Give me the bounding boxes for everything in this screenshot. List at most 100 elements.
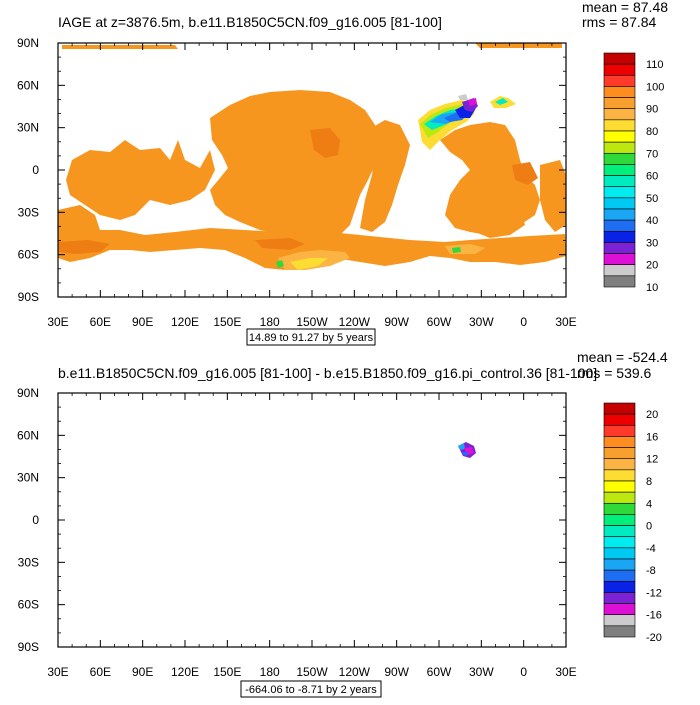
colorbar-box [603, 469, 636, 482]
colorbar-box [603, 569, 636, 582]
colorbar-label: 10 [646, 282, 658, 294]
rms-stat: rms = 539.6 [577, 365, 652, 381]
colorbar-box [603, 514, 636, 526]
x-tick-label: 90E [132, 315, 153, 329]
colorbar-label: -4 [646, 543, 656, 555]
contour-range-box [246, 328, 376, 346]
y-tick-label: 90N [17, 36, 39, 50]
colorbar-box [603, 141, 636, 154]
colorbar-box [603, 52, 636, 65]
colorbar-box [603, 580, 636, 593]
colorbar-label: 110 [646, 59, 664, 71]
y-tick-label: 30S [18, 555, 39, 569]
colorbar-box [603, 275, 636, 288]
colorbar-label: 0 [646, 521, 652, 533]
contour-range-label: 14.89 to 91.27 by 5 years [249, 332, 374, 344]
x-tick-label: 120W [339, 315, 371, 329]
colorbar-box [603, 525, 636, 538]
colorbar-label: 20 [646, 409, 658, 421]
x-axis-ticks: 30E 60E 90E 120E 150E 180 150W 120W 90W 60W 30W 0 30… [47, 43, 577, 329]
colorbar-box [603, 230, 636, 243]
colorbar-label: 50 [646, 193, 658, 205]
contour-range-label: -664.06 to -8.71 by 2 years [245, 684, 377, 696]
colorbar-box [603, 164, 636, 176]
x-tick-label: 180 [260, 315, 280, 329]
x-tick-label: 30W [469, 665, 494, 679]
x-tick-label: 150W [296, 665, 328, 679]
colorbar-box [603, 264, 636, 277]
map-field [58, 43, 566, 270]
y-tick-label: 60N [17, 428, 39, 442]
colorbar-label: 30 [646, 237, 658, 249]
colorbar-box [603, 491, 636, 504]
panel-top: IAGE at z=3876.5m, b.e11.B1850C5CN.f09_g… [17, 0, 668, 346]
x-tick-label: 60W [427, 315, 452, 329]
x-tick-label: 90W [384, 665, 409, 679]
y-tick-label: 60N [17, 78, 39, 92]
colorbar-box [603, 74, 636, 87]
colorbar: 110 100 90 80 70 60 50 40 30 20 10 [603, 52, 664, 294]
colorbar-box [603, 413, 636, 426]
colorbar-box [603, 603, 636, 616]
x-tick-label: 150W [296, 315, 328, 329]
colorbar-label: 8 [646, 476, 652, 488]
colorbar-box [603, 458, 636, 471]
colorbar-label: 12 [646, 454, 658, 466]
colorbar-label: 60 [646, 171, 658, 183]
colorbar-box [603, 402, 636, 415]
colorbar-label: -12 [646, 587, 662, 599]
colorbar-label: 90 [646, 104, 658, 116]
colorbar-box [603, 219, 636, 232]
colorbar-box [603, 208, 636, 221]
colorbar-box [603, 558, 636, 571]
x-tick-label: 120E [171, 665, 199, 679]
y-axis-ticks: 90N 60N 30N 0 30S 60S 90S [17, 386, 566, 654]
colorbar-label: -8 [646, 565, 656, 577]
y-tick-label: 90S [18, 640, 39, 654]
y-tick-label: 30N [17, 121, 39, 135]
x-tick-label: 30E [555, 665, 576, 679]
x-tick-label: 30E [555, 315, 576, 329]
x-axis-ticks: 30E 60E 90E 120E 150E 180 150W 120W 90W 60W 30W 0 30… [47, 393, 577, 679]
mean-stat: mean = 87.48 [582, 0, 668, 15]
panel-bottom: b.e11.B1850C5CN.f09_g16.005 [81-100] - b… [17, 349, 668, 698]
colorbar-label: 20 [646, 260, 658, 272]
colorbar-label: -16 [646, 610, 662, 622]
x-tick-label: 30E [47, 315, 68, 329]
x-tick-label: 90E [132, 665, 153, 679]
colorbar: 20 16 12 8 4 0 -4 -8 -12 -16 -20 [603, 402, 662, 644]
x-tick-label: 150E [213, 315, 241, 329]
y-tick-label: 60S [18, 248, 39, 262]
colorbar-box [603, 108, 636, 121]
panel-title: b.e11.B1850C5CN.f09_g16.005 [81-100] - b… [58, 365, 597, 381]
contour-range-box [240, 680, 382, 698]
colorbar-box [603, 253, 636, 266]
x-tick-label: 0 [520, 665, 527, 679]
colorbar-label: 80 [646, 126, 658, 138]
difference-patch [458, 443, 465, 450]
x-tick-label: 30E [47, 665, 68, 679]
map-frame [57, 392, 567, 648]
x-tick-label: 120E [171, 315, 199, 329]
x-tick-label: 180 [260, 665, 280, 679]
colorbar-box [603, 175, 636, 188]
older-water-patches [58, 128, 538, 254]
x-tick-label: 120W [339, 665, 371, 679]
colorbar-box [603, 592, 636, 604]
y-tick-label: 90S [18, 290, 39, 304]
x-tick-label: 0 [520, 315, 527, 329]
y-tick-label: 0 [32, 163, 39, 177]
colorbar-box [603, 152, 636, 165]
colorbar-box [603, 130, 636, 143]
colorbar-label: 70 [646, 148, 658, 160]
colorbar-box [603, 197, 636, 210]
colorbar-box [603, 625, 636, 638]
north-atlantic-young-water [418, 94, 516, 150]
y-tick-label: 60S [18, 598, 39, 612]
colorbar-box [603, 547, 636, 560]
colorbar-label: 40 [646, 215, 658, 227]
colorbar-box [603, 119, 636, 132]
colorbar-box [603, 86, 636, 98]
rms-stat: rms = 87.84 [582, 14, 657, 30]
